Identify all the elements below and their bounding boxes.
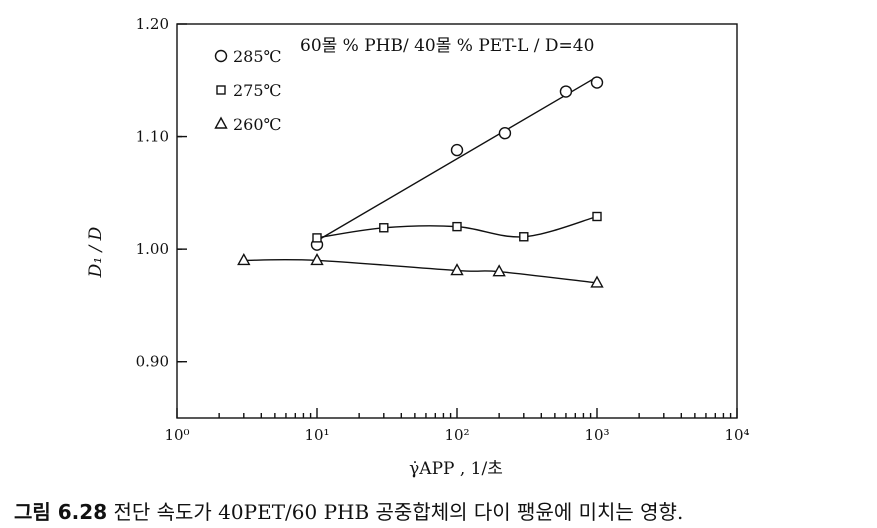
- figure-caption: 그림 6.28 전단 속도가 40PET/60 PHB 공중합체의 다이 팽윤에…: [14, 496, 683, 525]
- y-tick-label: 1.20: [136, 15, 169, 33]
- series-square: [312, 211, 602, 243]
- series-layer: [237, 76, 604, 288]
- die-swell-chart: 10⁰ 10¹ 10² 10³ 10⁴ 0.90 1.00 1.10 1.20 285℃ 275…: [86, 15, 750, 479]
- data-point-circle: [590, 76, 604, 89]
- x-tick-label: 10⁰: [164, 426, 189, 444]
- legend-label-circle: 285℃: [233, 47, 281, 66]
- x-axis-label: γ̇APP , 1/초: [409, 459, 503, 479]
- y-tick-label: 1.00: [136, 240, 169, 258]
- data-point-circle: [559, 85, 573, 98]
- caption-text: 전단 속도가 40PET/60 PHB 공중합체의 다이 팽윤에 미치는 영향.: [113, 500, 684, 524]
- data-point-circle: [498, 126, 512, 140]
- legend: 285℃ 275℃ 260℃: [214, 47, 281, 134]
- x-tick-label: 10²: [444, 426, 469, 444]
- y-tick-label: 1.10: [136, 128, 169, 146]
- data-point-square: [519, 232, 529, 242]
- data-point-triangle: [590, 275, 604, 288]
- chart-title: 60몰 % PHB/ 40몰 % PET-L / D=40: [300, 36, 594, 56]
- data-point-triangle: [310, 252, 324, 266]
- legend-label-square: 275℃: [233, 81, 281, 100]
- data-point-triangle: [492, 264, 506, 277]
- data-point-square: [452, 221, 462, 232]
- legend-marker-circle: [214, 49, 228, 63]
- data-point-triangle: [450, 263, 464, 276]
- x-axis: 10⁰ 10¹ 10² 10³ 10⁴: [164, 408, 750, 444]
- series-triangle: [237, 252, 604, 288]
- data-point-circle: [450, 143, 464, 157]
- y-axis-label: D₁ / D: [86, 226, 106, 278]
- fit-curve-triangle: [243, 258, 598, 284]
- figure-number: 그림 6.28: [14, 500, 108, 524]
- x-tick-label: 10¹: [304, 426, 329, 444]
- legend-marker-square: [216, 85, 226, 95]
- data-point-triangle: [237, 252, 251, 266]
- x-tick-label: 10³: [584, 426, 609, 444]
- data-point-square: [379, 223, 389, 233]
- data-point-square: [312, 233, 322, 243]
- y-tick-label: 0.90: [136, 353, 169, 371]
- legend-label-triangle: 260℃: [233, 115, 281, 134]
- fit-line-circle: [316, 76, 598, 242]
- x-tick-label: 10⁴: [724, 426, 749, 444]
- data-point-square: [592, 211, 602, 222]
- legend-marker-triangle: [214, 116, 228, 129]
- y-axis: 0.90 1.00 1.10 1.20: [136, 15, 187, 371]
